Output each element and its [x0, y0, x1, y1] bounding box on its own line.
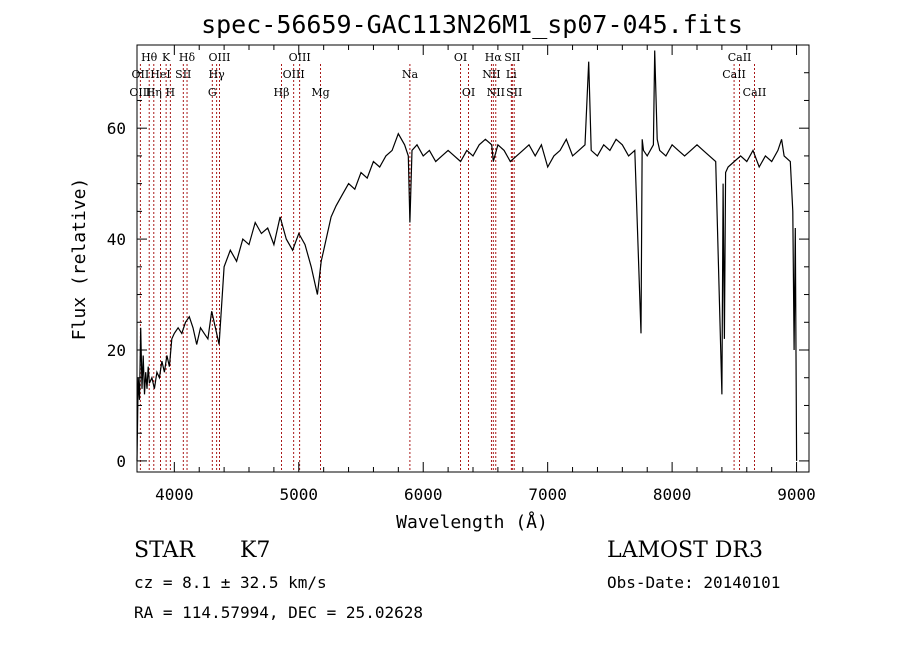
line-label: Hβ	[274, 86, 290, 99]
spectrum-chart: spec-56659-GAC113N26M1_sp07-045.fits Hθ O…	[69, 10, 816, 533]
emission-line-markers	[139, 64, 755, 472]
line-label: OIII	[208, 51, 230, 64]
line-label: OIII	[289, 51, 311, 64]
line-label: SII	[175, 68, 191, 81]
line-label: NII	[482, 68, 500, 81]
emission-line-labels: Hθ OII OIII K HeI Hη Hδ SII H OIII Hγ G OIII OIII Hβ Mg…	[129, 51, 766, 99]
line-label: H	[166, 86, 176, 99]
y-tick-label: 40	[107, 230, 126, 249]
line-label: Hη	[146, 86, 162, 99]
x-tick-label: 8000	[653, 485, 692, 504]
x-axis: 4000 5000 6000 7000 8000 9000	[155, 45, 816, 504]
line-label: CaII	[722, 68, 746, 81]
line-label: OI	[454, 51, 467, 64]
x-tick-label: 9000	[777, 485, 816, 504]
line-label: OII	[132, 68, 150, 81]
line-label: SII	[504, 51, 520, 64]
line-label: HeI	[150, 68, 170, 81]
line-label: CaII	[728, 51, 752, 64]
line-label: Hα	[485, 51, 503, 64]
line-label: G	[208, 86, 217, 99]
line-label: NII	[487, 86, 505, 99]
line-label: Li	[506, 68, 517, 81]
line-label: Mg	[311, 86, 329, 99]
y-tick-label: 20	[107, 341, 126, 360]
object-subclass: K7	[240, 538, 271, 563]
x-tick-label: 4000	[155, 485, 194, 504]
spectrum-line	[136, 50, 798, 461]
x-tick-label: 5000	[280, 485, 319, 504]
obs-date: Obs-Date: 20140101	[607, 573, 781, 592]
x-axis-label: Wavelength (Å)	[396, 511, 548, 533]
survey-name: LAMOST DR3	[607, 538, 763, 563]
x-tick-label: 6000	[404, 485, 443, 504]
y-axis-label: Flux (relative)	[69, 178, 90, 341]
object-class: STAR	[134, 538, 195, 563]
line-label: SII	[506, 86, 522, 99]
x-tick-label: 7000	[528, 485, 567, 504]
line-label: Hθ	[141, 51, 158, 64]
coordinates: RA = 114.57994, DEC = 25.02628	[134, 603, 423, 622]
line-label: K	[162, 51, 171, 64]
line-label: Hγ	[209, 68, 226, 81]
chart-title: spec-56659-GAC113N26M1_sp07-045.fits	[201, 10, 743, 39]
redshift-text: cz = 8.1 ± 32.5 km/s	[134, 573, 327, 592]
y-axis: 0 20 40 60	[107, 72, 809, 471]
line-label: OIII	[129, 86, 151, 99]
line-label: Na	[402, 68, 419, 81]
line-label: CaII	[743, 86, 767, 99]
y-tick-label: 60	[107, 119, 126, 138]
y-tick-label: 0	[116, 452, 126, 471]
line-label: OI	[462, 86, 475, 99]
line-label: Hδ	[179, 51, 196, 64]
line-label: OIII	[283, 68, 305, 81]
